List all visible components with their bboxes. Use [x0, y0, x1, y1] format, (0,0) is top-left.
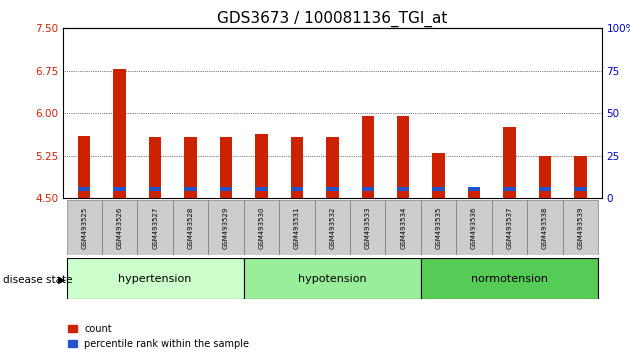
Bar	[563, 200, 598, 255]
Text: GSM493539: GSM493539	[577, 206, 583, 249]
Bar	[503, 187, 516, 191]
Bar	[255, 134, 268, 198]
Bar	[468, 190, 480, 198]
Bar	[432, 187, 445, 191]
Text: GSM493531: GSM493531	[294, 206, 300, 249]
Bar	[185, 137, 197, 198]
Bar	[421, 258, 598, 299]
Text: GSM493538: GSM493538	[542, 206, 548, 249]
Bar	[386, 200, 421, 255]
Bar	[255, 187, 268, 191]
Text: normotension: normotension	[471, 274, 548, 284]
Bar	[574, 187, 587, 191]
Text: disease state: disease state	[3, 275, 72, 285]
Text: GSM493534: GSM493534	[400, 206, 406, 249]
Bar	[244, 200, 279, 255]
Bar	[290, 137, 303, 198]
Bar	[220, 137, 232, 198]
Bar	[185, 187, 197, 191]
Bar	[468, 187, 480, 191]
Bar	[362, 187, 374, 191]
Bar	[527, 200, 563, 255]
Bar	[102, 200, 137, 255]
Bar	[539, 156, 551, 198]
Legend: count, percentile rank within the sample: count, percentile rank within the sample	[68, 324, 249, 349]
Bar	[149, 187, 161, 191]
Text: GSM493537: GSM493537	[507, 206, 513, 249]
Bar	[67, 258, 244, 299]
Text: GSM493530: GSM493530	[258, 206, 265, 249]
Bar	[421, 200, 456, 255]
Bar	[397, 187, 410, 191]
Bar	[314, 200, 350, 255]
Text: GSM493525: GSM493525	[81, 206, 88, 249]
Bar	[220, 187, 232, 191]
Bar	[326, 137, 338, 198]
Bar	[326, 187, 338, 191]
Bar	[432, 153, 445, 198]
Bar	[209, 200, 244, 255]
Bar	[503, 127, 516, 198]
Text: GSM493536: GSM493536	[471, 206, 477, 249]
Bar	[290, 187, 303, 191]
Text: hypotension: hypotension	[298, 274, 367, 284]
Bar	[78, 136, 91, 198]
Bar	[149, 137, 161, 198]
Bar	[67, 200, 102, 255]
Bar	[279, 200, 314, 255]
Bar	[362, 116, 374, 198]
Bar	[113, 187, 126, 191]
Title: GDS3673 / 100081136_TGI_at: GDS3673 / 100081136_TGI_at	[217, 11, 447, 27]
Bar	[173, 200, 209, 255]
Text: GSM493532: GSM493532	[329, 206, 335, 249]
Bar	[574, 156, 587, 198]
Bar	[539, 187, 551, 191]
Text: GSM493535: GSM493535	[435, 206, 442, 249]
Bar	[492, 200, 527, 255]
Bar	[397, 116, 410, 198]
Bar	[244, 258, 421, 299]
Bar	[456, 200, 492, 255]
Text: ▶: ▶	[58, 275, 66, 285]
Bar	[350, 200, 386, 255]
Bar	[137, 200, 173, 255]
Text: hypertension: hypertension	[118, 274, 192, 284]
Bar	[113, 69, 126, 198]
Text: GSM493528: GSM493528	[188, 206, 193, 249]
Text: GSM493533: GSM493533	[365, 206, 371, 249]
Text: GSM493529: GSM493529	[223, 206, 229, 249]
Text: GSM493526: GSM493526	[117, 206, 123, 249]
Text: GSM493527: GSM493527	[152, 206, 158, 249]
Bar	[78, 187, 91, 191]
